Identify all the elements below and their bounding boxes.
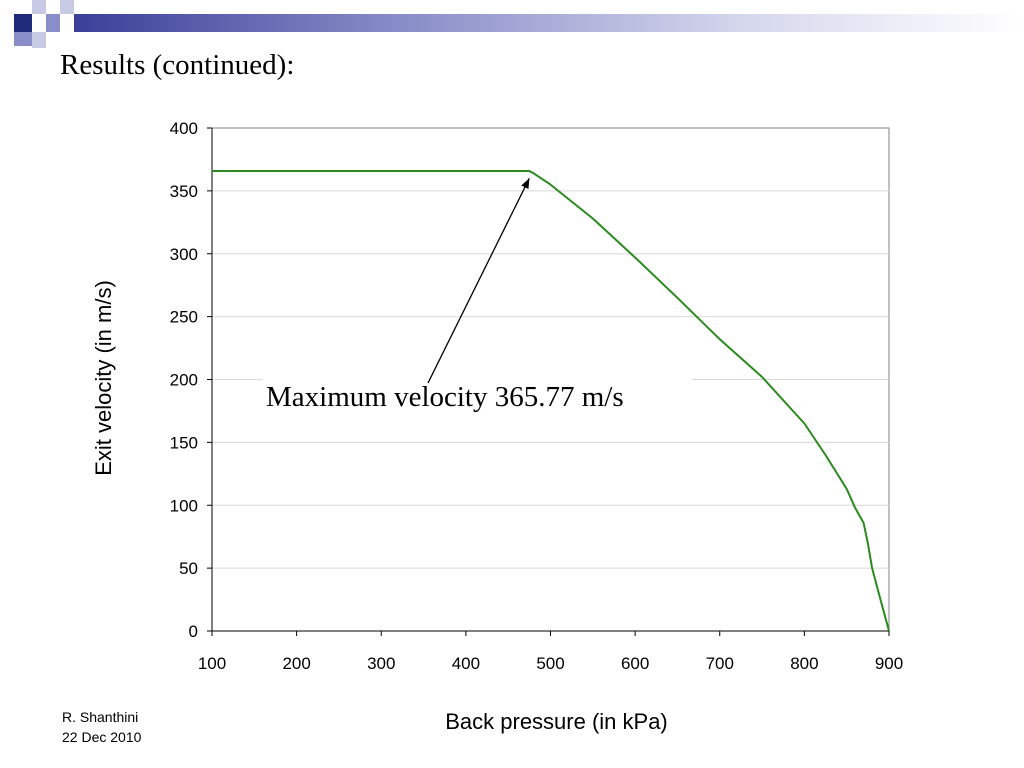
slide-title: Results (continued):: [60, 49, 295, 81]
x-tick-label: 400: [452, 654, 480, 673]
y-axis-title: Exit velocity (in m/s): [91, 280, 116, 476]
x-axis-title: Back pressure (in kPa): [445, 709, 668, 734]
velocity-series-line: [212, 170, 890, 632]
annotation-box: [262, 374, 692, 418]
x-tick-label: 900: [875, 654, 903, 673]
annotation-arrowhead: [521, 178, 530, 189]
footer-author: R. Shanthini: [62, 709, 139, 725]
header-square-light: [32, 0, 46, 14]
y-tick-label: 50: [179, 559, 198, 578]
y-tick-label: 400: [170, 119, 198, 138]
y-tick-label: 150: [170, 433, 198, 452]
header-square-light: [32, 32, 46, 48]
y-tick-label: 100: [170, 496, 198, 515]
header-square-dark: [14, 14, 32, 32]
annotation-arrow-line: [427, 178, 530, 384]
y-tick-label: 250: [170, 308, 198, 327]
header-square-mid: [14, 32, 32, 46]
y-tick-label: 300: [170, 245, 198, 264]
header-gradient-bar: [74, 14, 1024, 32]
header-square-light: [60, 0, 74, 14]
x-tick-label: 100: [198, 654, 226, 673]
y-tick-label: 0: [189, 622, 198, 641]
footer-date: 22 Dec 2010: [62, 729, 142, 745]
y-tick-label: 350: [170, 182, 198, 201]
x-tick-label: 800: [790, 654, 818, 673]
x-tick-label: 200: [282, 654, 310, 673]
x-tick-label: 300: [367, 654, 395, 673]
slide-header-decoration: [0, 0, 1024, 48]
x-tick-label: 500: [536, 654, 564, 673]
header-square-mid: [46, 14, 60, 32]
annotation-label: Maximum velocity 365.77 m/s: [266, 381, 624, 413]
x-tick-label: 700: [706, 654, 734, 673]
y-tick-label: 200: [170, 371, 198, 390]
x-tick-label: 600: [621, 654, 649, 673]
